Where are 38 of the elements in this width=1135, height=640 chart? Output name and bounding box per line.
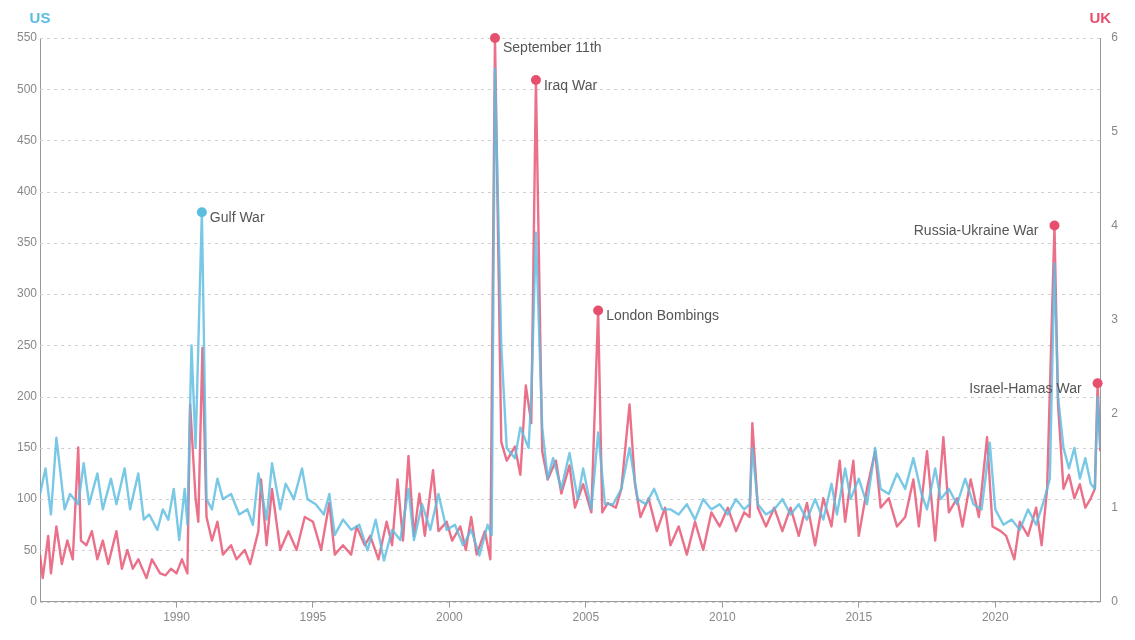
text: US bbox=[29, 8, 51, 26]
y-tick-label: 450 bbox=[16, 132, 38, 147]
point bbox=[489, 33, 500, 43]
annotation: Gulf War bbox=[209, 209, 265, 226]
y2-tick-label: 4 bbox=[1111, 218, 1119, 233]
y2-tick-label: 0 bbox=[1111, 593, 1119, 608]
point bbox=[1049, 220, 1060, 231]
y-tick-label: 250 bbox=[16, 337, 38, 352]
x-tick-label: 2000 bbox=[436, 610, 464, 625]
y-tick-label: 300 bbox=[16, 286, 38, 301]
y-tick-label: 50 bbox=[23, 542, 38, 557]
y-tick-label: 100 bbox=[16, 491, 38, 506]
point bbox=[530, 75, 541, 86]
y-tick-label: 500 bbox=[16, 81, 38, 96]
y-tick-label: 400 bbox=[16, 184, 38, 199]
y2-tick-label: 6 bbox=[1111, 30, 1119, 45]
annotation: Russia-Ukraine War bbox=[913, 222, 1039, 239]
annotation: London Bombings bbox=[606, 307, 720, 324]
y-tick-label: 350 bbox=[16, 235, 38, 250]
y-tick-label: 150 bbox=[16, 440, 38, 455]
y2-tick-label: 2 bbox=[1111, 406, 1119, 421]
y-tick-label: 200 bbox=[16, 388, 38, 403]
point bbox=[593, 305, 604, 316]
y-tick-label: 0 bbox=[30, 593, 38, 608]
x-tick-label: 1990 bbox=[163, 610, 191, 625]
y2-tick-label: 3 bbox=[1111, 312, 1119, 327]
y-tick-label: 550 bbox=[16, 30, 38, 45]
x-tick-label: 2010 bbox=[708, 610, 736, 625]
annotation: September 11th bbox=[502, 38, 602, 55]
x-tick-label: 1995 bbox=[299, 610, 327, 625]
annotation: Iraq War bbox=[543, 76, 598, 93]
y2-tick-label: 5 bbox=[1111, 124, 1119, 139]
text: UK bbox=[1089, 8, 1112, 26]
y2-tick-label: 1 bbox=[1111, 499, 1119, 514]
x-tick-label: 2020 bbox=[981, 610, 1009, 625]
x-tick-label: 2015 bbox=[845, 610, 873, 625]
point bbox=[1092, 378, 1103, 389]
x-tick-label: 2005 bbox=[572, 610, 600, 625]
